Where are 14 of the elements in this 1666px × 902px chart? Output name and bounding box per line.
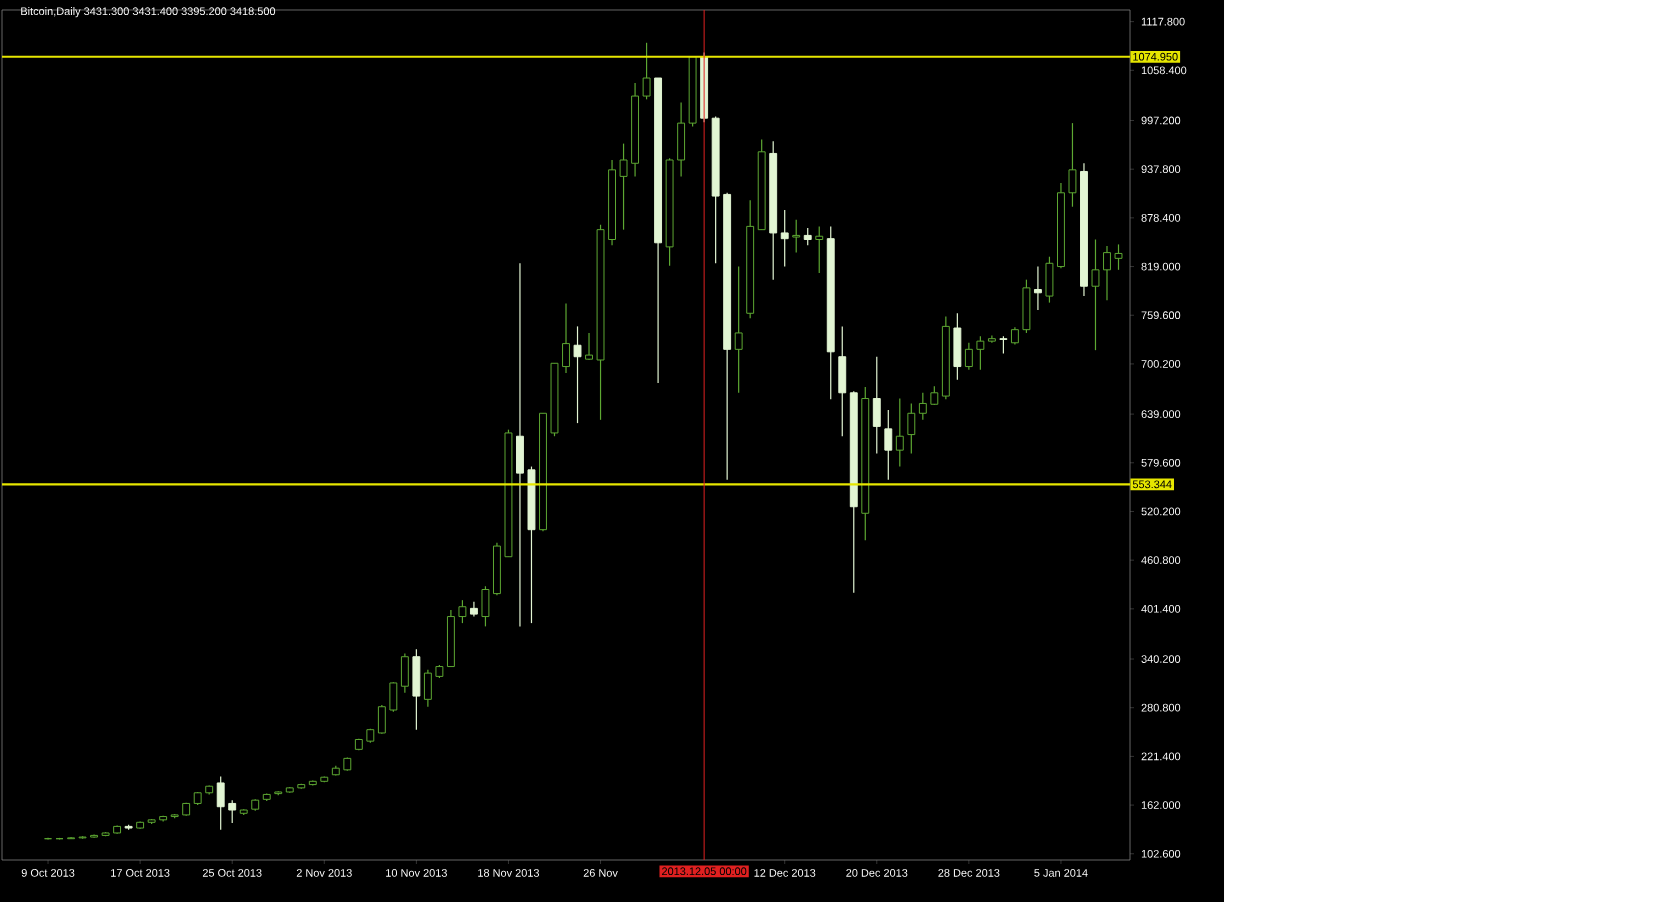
candlestick <box>734 265 743 394</box>
candlestick <box>780 209 789 268</box>
candlestick <box>1033 265 1042 311</box>
candlestick <box>838 325 847 437</box>
candlestick <box>907 402 916 455</box>
candlestick <box>895 397 904 468</box>
candlestick <box>815 225 824 274</box>
candlestick <box>400 652 409 694</box>
candlestick <box>792 219 801 254</box>
candlestick <box>953 312 962 381</box>
candlestick <box>872 356 881 455</box>
candlestick <box>884 409 893 481</box>
candlestick <box>412 648 421 731</box>
candlestick <box>573 325 582 424</box>
